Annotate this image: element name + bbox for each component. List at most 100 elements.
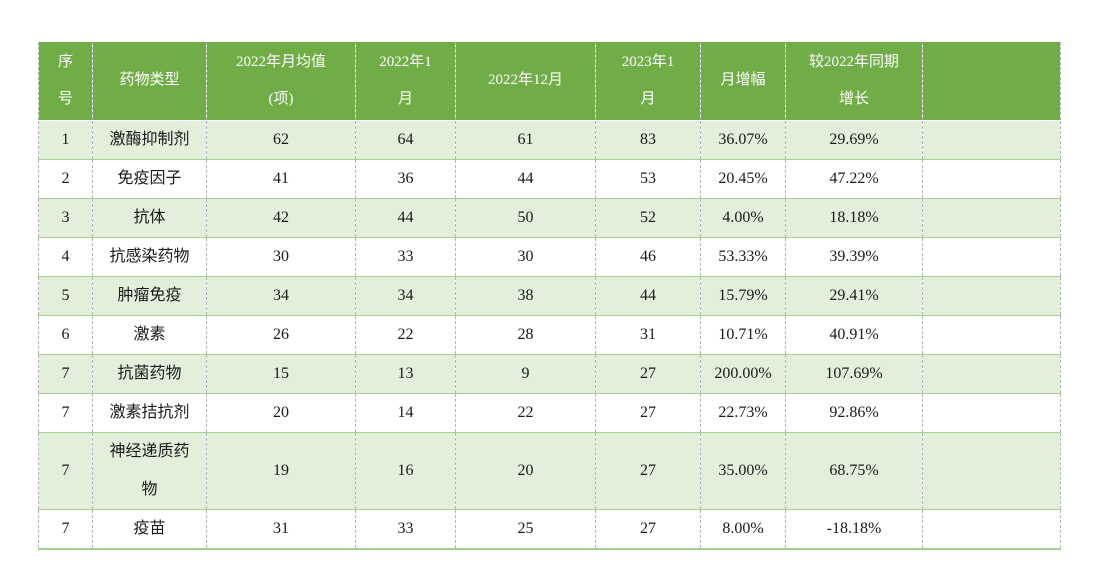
dec-2022-cell[interactable]: 30 bbox=[455, 237, 596, 276]
dec-2022-cell[interactable]: 20 bbox=[455, 432, 596, 509]
drug-type-cell[interactable]: 抗感染药物 bbox=[92, 237, 207, 276]
blank-cell[interactable] bbox=[922, 237, 1061, 276]
drug-type-cell[interactable]: 激酶抑制剂 bbox=[92, 120, 207, 159]
dec-2022-cell[interactable]: 9 bbox=[455, 354, 596, 393]
month-growth-cell[interactable]: 8.00% bbox=[700, 509, 786, 549]
yoy-growth-cell[interactable]: 40.91% bbox=[785, 315, 923, 354]
row-index-cell[interactable]: 5 bbox=[38, 276, 93, 315]
blank-cell[interactable] bbox=[922, 432, 1061, 509]
yoy-growth-cell[interactable]: 47.22% bbox=[785, 159, 923, 198]
jan-2022-cell[interactable]: 44 bbox=[355, 198, 456, 237]
row-index-cell[interactable]: 3 bbox=[38, 198, 93, 237]
monthly-avg-cell[interactable]: 15 bbox=[206, 354, 356, 393]
dec-2022-cell[interactable]: 44 bbox=[455, 159, 596, 198]
dec-2022-cell[interactable]: 38 bbox=[455, 276, 596, 315]
jan-2023-cell[interactable]: 27 bbox=[595, 432, 701, 509]
jan-2023-cell[interactable]: 27 bbox=[595, 354, 701, 393]
row-index-cell[interactable]: 6 bbox=[38, 315, 93, 354]
month-growth-cell[interactable]: 15.79% bbox=[700, 276, 786, 315]
yoy-growth-cell[interactable]: 68.75% bbox=[785, 432, 923, 509]
col-header-2022-monthly-avg[interactable]: 2022年月均值 (项) bbox=[206, 42, 356, 121]
drug-type-cell[interactable]: 激素拮抗剂 bbox=[92, 393, 207, 432]
row-index-cell[interactable]: 7 bbox=[38, 393, 93, 432]
row-index-cell[interactable]: 4 bbox=[38, 237, 93, 276]
monthly-avg-cell[interactable]: 34 bbox=[206, 276, 356, 315]
dec-2022-cell[interactable]: 28 bbox=[455, 315, 596, 354]
drug-type-cell[interactable]: 免疫因子 bbox=[92, 159, 207, 198]
yoy-growth-cell[interactable]: 39.39% bbox=[785, 237, 923, 276]
dec-2022-cell[interactable]: 22 bbox=[455, 393, 596, 432]
col-header-blank[interactable] bbox=[922, 42, 1061, 121]
blank-cell[interactable] bbox=[922, 393, 1061, 432]
monthly-avg-cell[interactable]: 20 bbox=[206, 393, 356, 432]
month-growth-cell[interactable]: 10.71% bbox=[700, 315, 786, 354]
yoy-growth-cell[interactable]: 29.41% bbox=[785, 276, 923, 315]
monthly-avg-cell[interactable]: 41 bbox=[206, 159, 356, 198]
col-header-month-growth[interactable]: 月增幅 bbox=[700, 42, 786, 121]
blank-cell[interactable] bbox=[922, 159, 1061, 198]
col-header-yoy-growth[interactable]: 较2022年同期 增长 bbox=[785, 42, 923, 121]
yoy-growth-cell[interactable]: 29.69% bbox=[785, 120, 923, 159]
blank-cell[interactable] bbox=[922, 354, 1061, 393]
jan-2022-cell[interactable]: 33 bbox=[355, 509, 456, 549]
drug-type-cell[interactable]: 抗体 bbox=[92, 198, 207, 237]
monthly-avg-cell[interactable]: 19 bbox=[206, 432, 356, 509]
monthly-avg-cell[interactable]: 26 bbox=[206, 315, 356, 354]
jan-2023-cell[interactable]: 52 bbox=[595, 198, 701, 237]
jan-2023-cell[interactable]: 44 bbox=[595, 276, 701, 315]
blank-cell[interactable] bbox=[922, 509, 1061, 549]
blank-cell[interactable] bbox=[922, 198, 1061, 237]
jan-2023-cell[interactable]: 53 bbox=[595, 159, 701, 198]
jan-2022-cell[interactable]: 22 bbox=[355, 315, 456, 354]
jan-2022-cell[interactable]: 34 bbox=[355, 276, 456, 315]
dec-2022-cell[interactable]: 25 bbox=[455, 509, 596, 549]
col-header-2022-dec[interactable]: 2022年12月 bbox=[455, 42, 596, 121]
monthly-avg-cell[interactable]: 30 bbox=[206, 237, 356, 276]
row-index-cell[interactable]: 7 bbox=[38, 509, 93, 549]
blank-cell[interactable] bbox=[922, 315, 1061, 354]
drug-type-cell[interactable]: 抗菌药物 bbox=[92, 354, 207, 393]
month-growth-cell[interactable]: 20.45% bbox=[700, 159, 786, 198]
month-growth-cell[interactable]: 35.00% bbox=[700, 432, 786, 509]
month-growth-cell[interactable]: 36.07% bbox=[700, 120, 786, 159]
jan-2023-cell[interactable]: 27 bbox=[595, 509, 701, 549]
month-growth-cell[interactable]: 4.00% bbox=[700, 198, 786, 237]
jan-2022-cell[interactable]: 16 bbox=[355, 432, 456, 509]
yoy-growth-cell[interactable]: 92.86% bbox=[785, 393, 923, 432]
jan-2022-cell[interactable]: 64 bbox=[355, 120, 456, 159]
col-header-2023-jan[interactable]: 2023年1 月 bbox=[595, 42, 701, 121]
dec-2022-cell[interactable]: 50 bbox=[455, 198, 596, 237]
row-index-cell[interactable]: 2 bbox=[38, 159, 93, 198]
col-header-index[interactable]: 序 号 bbox=[38, 42, 93, 121]
row-index-cell[interactable]: 7 bbox=[38, 354, 93, 393]
monthly-avg-cell[interactable]: 31 bbox=[206, 509, 356, 549]
monthly-avg-cell[interactable]: 42 bbox=[206, 198, 356, 237]
drug-type-cell[interactable]: 疫苗 bbox=[92, 509, 207, 549]
col-header-drug-type[interactable]: 药物类型 bbox=[92, 42, 207, 121]
jan-2023-cell[interactable]: 31 bbox=[595, 315, 701, 354]
drug-type-cell[interactable]: 肿瘤免疫 bbox=[92, 276, 207, 315]
col-header-2022-jan[interactable]: 2022年1 月 bbox=[355, 42, 456, 121]
dec-2022-cell[interactable]: 61 bbox=[455, 120, 596, 159]
month-growth-cell[interactable]: 22.73% bbox=[700, 393, 786, 432]
drug-type-cell[interactable]: 激素 bbox=[92, 315, 207, 354]
jan-2022-cell[interactable]: 36 bbox=[355, 159, 456, 198]
table-row: 7 抗菌药物 15 13 9 27 200.00% 107.69% bbox=[38, 354, 1061, 393]
yoy-growth-cell[interactable]: 107.69% bbox=[785, 354, 923, 393]
blank-cell[interactable] bbox=[922, 120, 1061, 159]
row-index-cell[interactable]: 1 bbox=[38, 120, 93, 159]
jan-2022-cell[interactable]: 33 bbox=[355, 237, 456, 276]
jan-2022-cell[interactable]: 13 bbox=[355, 354, 456, 393]
monthly-avg-cell[interactable]: 62 bbox=[206, 120, 356, 159]
row-index-cell[interactable]: 7 bbox=[38, 432, 93, 509]
jan-2023-cell[interactable]: 83 bbox=[595, 120, 701, 159]
jan-2023-cell[interactable]: 27 bbox=[595, 393, 701, 432]
yoy-growth-cell[interactable]: -18.18% bbox=[785, 509, 923, 549]
month-growth-cell[interactable]: 53.33% bbox=[700, 237, 786, 276]
drug-type-cell[interactable]: 神经递质药 物 bbox=[92, 432, 207, 509]
blank-cell[interactable] bbox=[922, 276, 1061, 315]
jan-2022-cell[interactable]: 14 bbox=[355, 393, 456, 432]
jan-2023-cell[interactable]: 46 bbox=[595, 237, 701, 276]
month-growth-cell[interactable]: 200.00% bbox=[700, 354, 786, 393]
yoy-growth-cell[interactable]: 18.18% bbox=[785, 198, 923, 237]
